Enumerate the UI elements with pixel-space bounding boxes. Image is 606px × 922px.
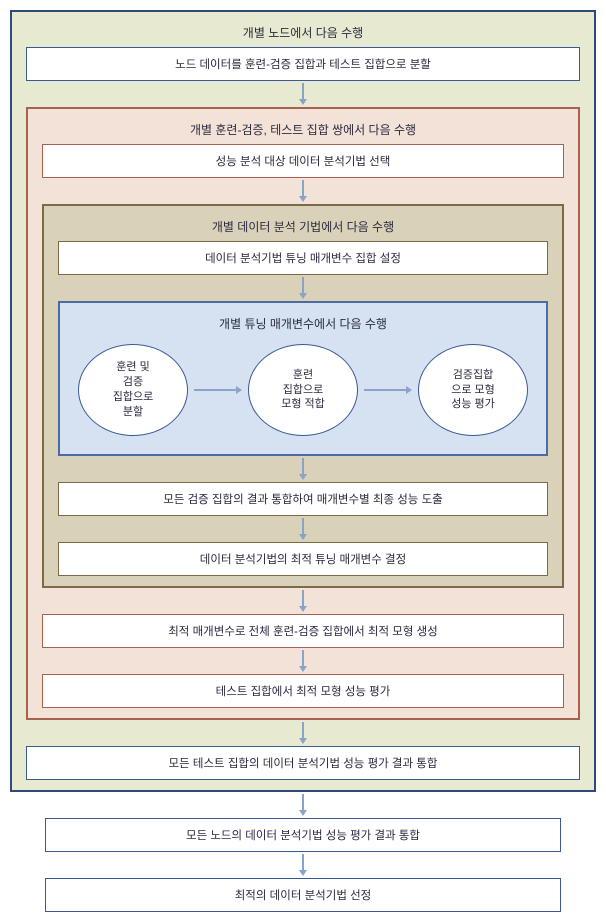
box-aggregate-val-results: 모든 검증 집합의 결과 통합하여 매개변수별 최종 성능 도출 [58,482,548,516]
box-text: 최적 매개변수로 전체 훈련-검증 집합에서 최적 모형 생성 [168,626,438,638]
box-text: 데이터 분석기법의 최적 튜닝 매개변수 결정 [200,554,406,566]
arrow-down [42,178,564,204]
box-aggregate-all-nodes: 모든 노드의 데이터 분석기법 성능 평가 결과 통합 [45,818,561,852]
box-text: 모든 테스트 집합의 데이터 분석기법 성능 평가 결과 통합 [169,758,438,770]
flowchart-root: 개별 노드에서 다음 수행 노드 데이터를 훈련-검증 집합과 테스트 집합으로… [10,10,596,912]
panel-level1-title: 개별 노드에서 다음 수행 [26,20,580,47]
box-select-best-method: 최적의 데이터 분석기법 선정 [45,878,561,912]
arrow-down [26,720,580,746]
arrow-down [26,81,580,107]
panel-level2: 개별 훈련-검증, 테스트 집합 쌍에서 다음 수행 성능 분석 대상 데이터 … [26,107,580,720]
arrow-right [192,383,244,397]
panel-level1: 개별 노드에서 다음 수행 노드 데이터를 훈련-검증 집합과 테스트 집합으로… [10,10,596,792]
arrow-down [42,648,564,674]
box-set-tuning-params: 데이터 분석기법 튜닝 매개변수 집합 설정 [58,241,548,275]
box-text: 최적의 데이터 분석기법 선정 [235,890,372,902]
box-fit-best-model: 최적 매개변수로 전체 훈련-검증 집합에서 최적 모형 생성 [42,614,564,648]
arrow-right [362,383,414,397]
box-text: 데이터 분석기법 튜닝 매개변수 집합 설정 [205,253,401,265]
arrow-down [58,275,548,301]
panel-level4: 개별 튜닝 매개변수에서 다음 수행 훈련 및검증집합으로분할 훈련집합으로모형… [58,301,548,456]
box-text: 모든 노드의 데이터 분석기법 성능 평가 결과 통합 [186,830,420,842]
ellipse-text: 훈련집합으로모형 적합 [281,368,325,413]
box-split-node-data: 노드 데이터를 훈련-검증 집합과 테스트 집합으로 분할 [26,47,580,81]
ellipse-text: 검증집합으로 모형성능 평가 [451,368,495,413]
panel-level2-title: 개별 훈련-검증, 테스트 집합 쌍에서 다음 수행 [42,117,564,144]
arrow-down [58,456,548,482]
box-text: 모든 검증 집합의 결과 통합하여 매개변수별 최종 성능 도출 [163,494,442,506]
panel-level3-title: 개별 데이터 분석 기법에서 다음 수행 [58,214,548,241]
box-text: 성능 분석 대상 데이터 분석기법 선택 [216,156,391,168]
arrow-down [10,852,596,878]
box-select-method: 성능 분석 대상 데이터 분석기법 선택 [42,144,564,178]
box-text: 노드 데이터를 훈련-검증 집합과 테스트 집합으로 분할 [175,59,431,71]
panel-level3: 개별 데이터 분석 기법에서 다음 수행 데이터 분석기법 튜닝 매개변수 집합… [42,204,564,588]
ellipse-text: 훈련 및검증집합으로분할 [113,360,153,419]
panel-level4-title: 개별 튜닝 매개변수에서 다음 수행 [74,311,532,338]
arrow-down [58,516,548,542]
arrow-down [10,792,596,818]
ellipse-split-train-val: 훈련 및검증집합으로분할 [78,344,188,436]
arrow-down [42,588,564,614]
ellipse-fit-model: 훈련집합으로모형 적합 [248,344,358,436]
ellipse-row: 훈련 및검증집합으로분할 훈련집합으로모형 적합 검증집합으로 모형성능 평가 [74,338,532,444]
box-eval-on-test: 테스트 집합에서 최적 모형 성능 평가 [42,674,564,708]
box-aggregate-test-results: 모든 테스트 집합의 데이터 분석기법 성능 평가 결과 통합 [26,746,580,780]
box-text: 테스트 집합에서 최적 모형 성능 평가 [216,686,391,698]
ellipse-eval-val: 검증집합으로 모형성능 평가 [418,344,528,436]
box-decide-best-params: 데이터 분석기법의 최적 튜닝 매개변수 결정 [58,542,548,576]
